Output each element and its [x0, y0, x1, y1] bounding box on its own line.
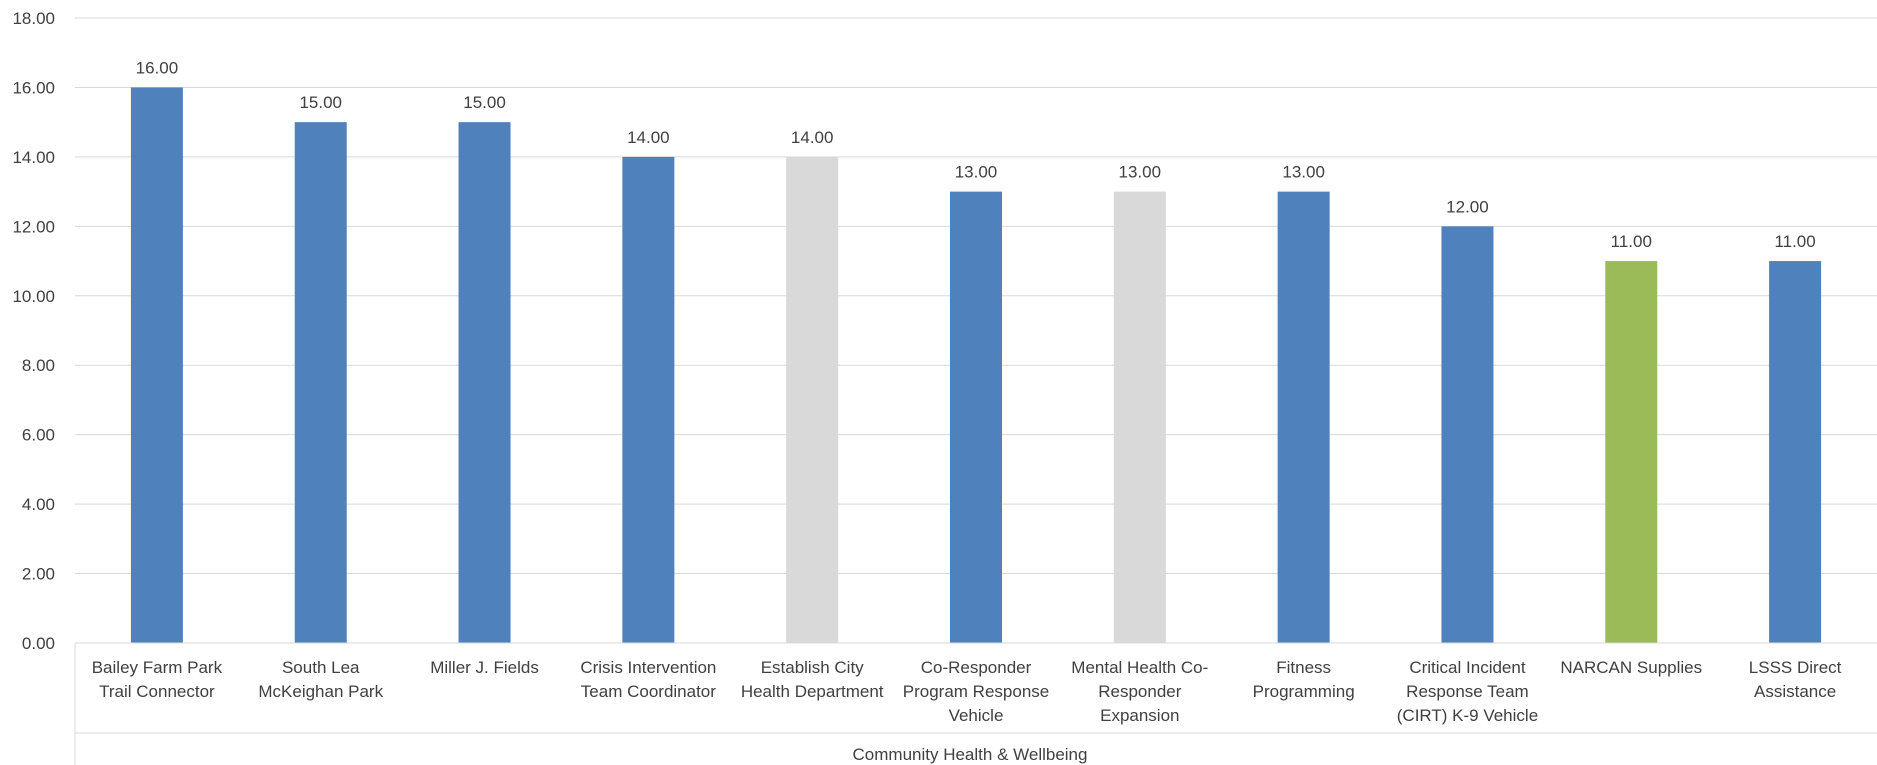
category-label-line: Bailey Farm Park [92, 658, 223, 677]
category-label-line: Co-Responder [921, 658, 1032, 677]
bar [786, 156, 839, 643]
category-label: Establish City Health Department [741, 658, 884, 701]
category-label-line: LSSS Direct [1749, 658, 1842, 677]
y-tick-label: 16.00 [12, 78, 55, 97]
category-label-line: Health Department [741, 682, 884, 701]
bar [1605, 261, 1658, 643]
category-labels: Bailey Farm Park Trail Connector South Lea… [92, 658, 1842, 725]
data-label: 12.00 [1446, 197, 1489, 216]
category-label: Miller J. Fields [430, 658, 539, 677]
y-tick-label: 2.00 [22, 565, 55, 584]
category-label: Critical Incident Response Team (CIRT) K-9… [1397, 658, 1538, 725]
data-label: 13.00 [955, 163, 998, 182]
y-tick-label: 12.00 [12, 217, 55, 236]
bar [294, 122, 347, 643]
bar [1441, 226, 1494, 644]
bar [1277, 191, 1330, 643]
y-tick-label: 6.00 [22, 426, 55, 445]
category-label-line: Team Coordinator [581, 682, 716, 701]
y-axis-tick-labels: 0.00 2.00 4.00 6.00 8.00 10.00 12.00 14.00 16.00… [12, 9, 55, 653]
bar [1113, 191, 1166, 643]
bars [130, 87, 1822, 644]
data-label: 13.00 [1282, 163, 1325, 182]
data-label: 11.00 [1774, 232, 1815, 251]
category-label-line: Responder [1098, 682, 1182, 701]
category-label: Co-Responder Program Response Vehicle [903, 658, 1049, 725]
category-label: NARCAN Supplies [1560, 658, 1702, 677]
category-label-line: NARCAN Supplies [1560, 658, 1702, 677]
category-axis-frame [74, 642, 1877, 765]
category-label: South Lea McKeighan Park [258, 658, 383, 701]
data-label: 14.00 [791, 128, 834, 147]
category-label-line: South Lea [282, 658, 360, 677]
y-tick-label: 10.00 [12, 287, 55, 306]
data-label: 15.00 [299, 93, 342, 112]
data-label: 11.00 [1611, 232, 1652, 251]
category-label-line: Mental Health Co- [1071, 658, 1208, 677]
category-label: Bailey Farm Park Trail Connector [92, 658, 223, 701]
category-label: Mental Health Co- Responder Expansion [1071, 658, 1208, 725]
bar [458, 122, 511, 643]
bar [622, 156, 675, 643]
y-tick-label: 0.00 [22, 634, 55, 653]
category-label-line: Programming [1253, 682, 1355, 701]
category-label-line: (CIRT) K-9 Vehicle [1397, 706, 1538, 725]
category-label-line: Vehicle [949, 706, 1004, 725]
y-tick-label: 8.00 [22, 356, 55, 375]
category-label-line: Trail Connector [99, 682, 215, 701]
y-tick-label: 14.00 [12, 148, 55, 167]
y-tick-label: 4.00 [22, 495, 55, 514]
category-label: LSSS Direct Assistance [1749, 658, 1842, 701]
category-label-line: Expansion [1100, 706, 1179, 725]
category-label: Crisis Intervention Team Coordinator [580, 658, 716, 701]
category-label-line: Miller J. Fields [430, 658, 539, 677]
data-labels: 16.00 15.00 15.00 14.00 14.00 13.00 13.00 13.00… [136, 58, 1816, 251]
bar [950, 191, 1002, 643]
category-label-line: Fitness [1276, 658, 1331, 677]
group-axis-label: Community Health & Wellbeing [853, 745, 1088, 764]
data-label: 16.00 [136, 58, 179, 77]
data-label: 13.00 [1119, 163, 1162, 182]
data-label: 15.00 [463, 93, 506, 112]
category-label-line: Establish City [761, 658, 864, 677]
category-label-line: Program Response [903, 682, 1049, 701]
category-label-line: Critical Incident [1409, 658, 1525, 677]
category-label-line: Crisis Intervention [580, 658, 716, 677]
category-label-line: Response Team [1406, 682, 1529, 701]
y-tick-label: 18.00 [12, 9, 55, 28]
data-label: 14.00 [627, 128, 670, 147]
bar [130, 87, 183, 643]
category-label-line: Assistance [1754, 682, 1836, 701]
category-label-line: McKeighan Park [258, 682, 383, 701]
bar [1769, 261, 1822, 643]
category-label: Fitness Programming [1253, 658, 1355, 701]
